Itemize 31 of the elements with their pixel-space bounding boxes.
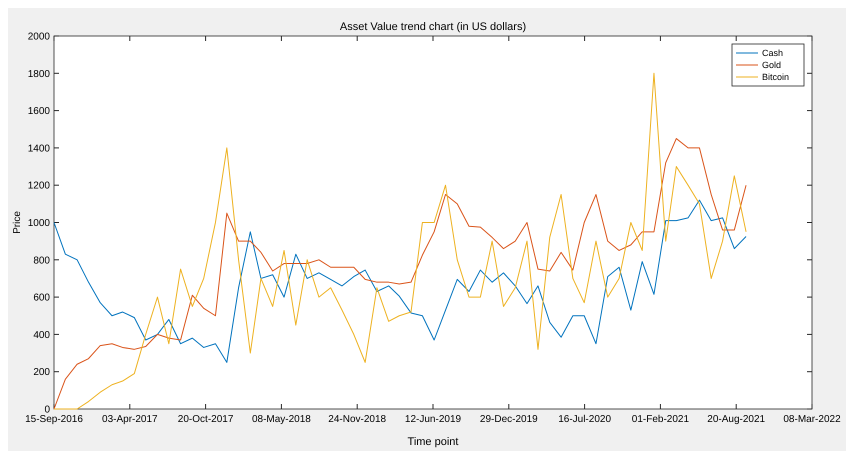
chart-title: Asset Value trend chart (in US dollars) bbox=[340, 21, 526, 33]
y-tick-label: 200 bbox=[33, 367, 50, 378]
x-tick-label: 03-Apr-2017 bbox=[102, 414, 158, 425]
x-tick-label: 29-Dec-2019 bbox=[480, 414, 538, 425]
x-axis-title: Time point bbox=[408, 436, 458, 448]
y-tick-label: 0 bbox=[44, 404, 50, 416]
x-tick-label: 20-Aug-2021 bbox=[707, 414, 766, 425]
y-tick-label: 400 bbox=[33, 330, 50, 341]
x-tick-label: 01-Feb-2021 bbox=[632, 414, 690, 425]
legend-label: Cash bbox=[762, 48, 784, 58]
x-tick-label: 20-Oct-2017 bbox=[178, 414, 234, 425]
legend-label: Gold bbox=[762, 60, 782, 70]
line-series bbox=[54, 138, 747, 410]
y-tick-label: 1000 bbox=[28, 218, 50, 229]
x-tick-label: 12-Jun-2019 bbox=[404, 414, 462, 425]
x-tick-label: 08-Mar-2022 bbox=[783, 414, 842, 425]
x-tick-label: 15-Sep-2016 bbox=[25, 414, 84, 425]
legend-label: Bitcoin bbox=[762, 72, 790, 82]
y-tick-label: 600 bbox=[33, 292, 50, 304]
y-tick-label: 1800 bbox=[28, 68, 50, 80]
y-tick-label: 1200 bbox=[28, 180, 50, 192]
x-tick-label: 16-Jul-2020 bbox=[558, 414, 612, 425]
x-tick-label: 08-May-2018 bbox=[252, 414, 312, 425]
y-axis-title: Price bbox=[12, 210, 23, 234]
y-tick-label: 800 bbox=[33, 255, 50, 266]
line-series bbox=[54, 200, 747, 363]
y-tick-label: 1600 bbox=[28, 106, 50, 118]
y-tick-label: 1400 bbox=[28, 143, 50, 154]
y-tick-label: 2000 bbox=[28, 32, 50, 42]
x-tick-label: 24-Nov-2018 bbox=[328, 414, 387, 425]
line-series bbox=[54, 72, 747, 410]
